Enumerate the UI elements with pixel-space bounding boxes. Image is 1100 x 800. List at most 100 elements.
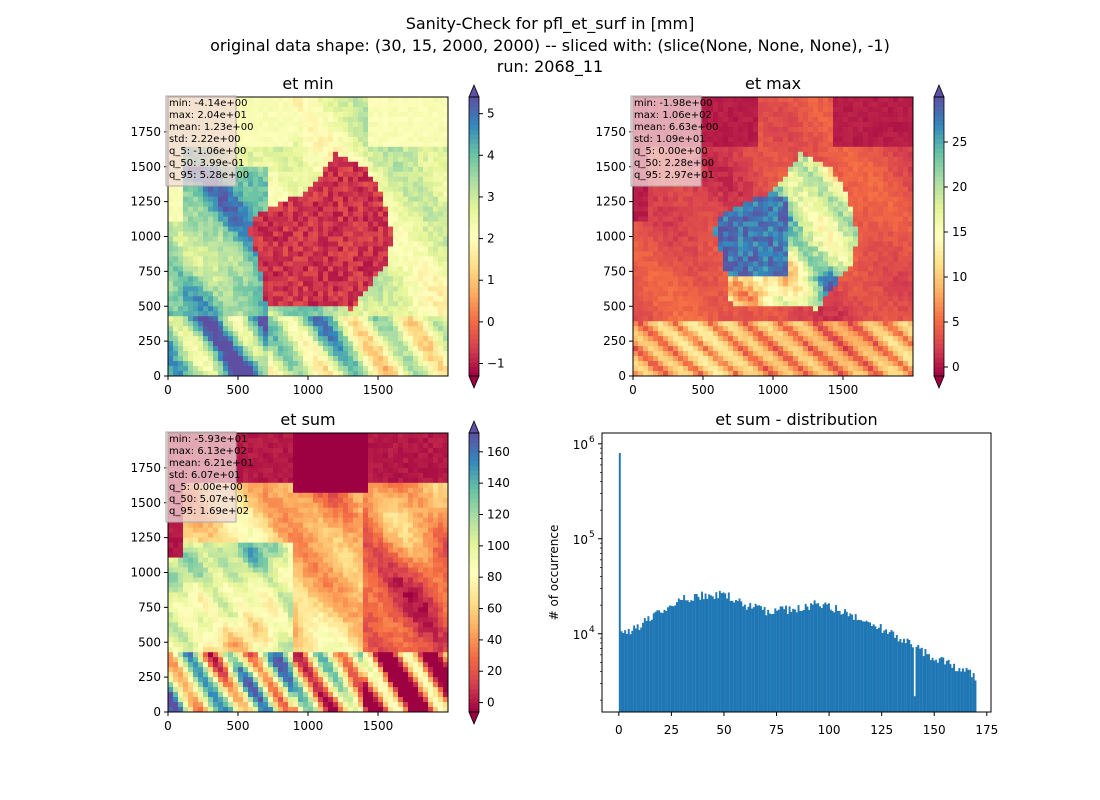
histogram-bar (774, 608, 777, 712)
histogram-bar (754, 603, 757, 712)
histogram-bar (815, 603, 818, 712)
x-tick-label: 0 (615, 723, 623, 737)
stats-line: q_95: 2.97e+01 (634, 170, 714, 181)
histogram-bar (738, 598, 741, 712)
histogram-bar (676, 602, 678, 712)
histogram-bar (845, 611, 848, 712)
histogram-bar (861, 621, 864, 712)
heatmap-cells (168, 433, 449, 713)
panel-title: et sum - distribution (715, 410, 877, 429)
histogram-bar (935, 659, 938, 712)
colorbar-extend-max (468, 419, 480, 434)
axes-frame (601, 432, 992, 713)
histogram-bar (654, 611, 657, 712)
histogram-bar (729, 600, 732, 712)
histogram-bar (806, 606, 809, 712)
colorbar-extend-min (468, 711, 480, 726)
histogram-bar (942, 657, 945, 712)
histogram-bar (638, 630, 641, 712)
histogram-bar (944, 664, 947, 712)
histogram-bar (886, 633, 889, 712)
histogram-bar (849, 613, 852, 712)
histogram-bar (720, 593, 723, 712)
histogram-bar (656, 610, 659, 712)
stats-line: min: -5.93e+01 (169, 434, 248, 445)
histogram-bar (856, 620, 859, 712)
histogram-bar (677, 598, 680, 712)
histogram-bar (863, 621, 866, 712)
y-tick-label: 10 (573, 533, 588, 547)
colorbar-extend-min (933, 375, 945, 390)
histogram-bar (885, 629, 888, 712)
histogram-bar (877, 627, 880, 712)
stats-line: q_50: 5.07e+01 (169, 494, 249, 505)
y-tick-label: 0 (618, 369, 626, 383)
y-tick-label: 250 (138, 334, 161, 348)
x-tick-label: 500 (227, 719, 250, 733)
histogram-bar (727, 592, 730, 712)
histogram-bar (949, 664, 952, 712)
histogram-bar (633, 625, 636, 712)
histogram-bar (697, 596, 700, 712)
histogram-bar (953, 663, 955, 712)
histogram-bar (702, 599, 705, 712)
histogram-bar (688, 602, 691, 712)
histogram-bar (747, 606, 750, 712)
histogram-bar (799, 610, 802, 712)
histogram-bar (836, 610, 839, 712)
histogram-bar (658, 610, 661, 712)
histogram-bar (661, 612, 664, 712)
histogram-bar (819, 606, 821, 712)
histogram-bar (690, 600, 693, 712)
histogram-bar (965, 667, 968, 712)
histogram-bar (835, 605, 838, 712)
colorbar-tick-label: −1 (487, 357, 505, 371)
colorbar-tick-label: 2 (487, 232, 495, 246)
histogram-bar (779, 606, 782, 712)
stats-line: q_50: 2.28e+00 (634, 158, 714, 169)
stats-line: std: 1.09e+01 (634, 134, 706, 145)
colorbar-tick-label: 20 (952, 180, 967, 194)
histogram-bar (913, 696, 916, 712)
histogram-bar (958, 668, 961, 712)
histogram-bar (772, 613, 775, 712)
histogram-bar (810, 603, 812, 712)
histogram-bar (899, 639, 902, 712)
histogram-bar (699, 599, 702, 712)
histogram-bar (686, 600, 689, 712)
histogram-bar (786, 613, 789, 712)
histogram-bar (865, 620, 868, 712)
histogram-bar (670, 605, 673, 712)
histogram-bar (647, 616, 650, 712)
histogram-bar (894, 637, 897, 712)
histogram-bar (974, 680, 977, 712)
stats-line: max: 2.04e+01 (169, 110, 247, 121)
y-tick-label: 10 (573, 628, 588, 642)
histogram-bar (936, 662, 939, 712)
histogram-bar (792, 608, 795, 712)
histogram-bar (931, 657, 934, 712)
histogram-bar (715, 592, 718, 712)
y-tick-label: 0 (153, 705, 161, 719)
histogram-bar (726, 598, 728, 712)
histogram-bar (847, 616, 850, 712)
y-tick-label: 1250 (130, 531, 161, 545)
stats-line: min: -4.14e+00 (169, 98, 248, 109)
histogram-bar (947, 659, 950, 712)
colorbar-tick-label: 5 (487, 107, 495, 121)
y-tick-exponent: 5 (589, 530, 595, 540)
y-tick-label: 0 (153, 369, 161, 383)
histogram-bar (681, 600, 684, 712)
colorbar-tick-label: 100 (487, 539, 510, 553)
x-tick-label: 75 (769, 723, 784, 737)
figure-title-line1: Sanity-Check for pfl_et_surf in [mm] (405, 14, 695, 33)
y-tick-label: 1500 (130, 160, 161, 174)
histogram-bar (883, 630, 886, 712)
histogram-bar (831, 610, 834, 712)
colorbar-extend-max (468, 83, 480, 98)
histogram-bar (852, 619, 855, 712)
x-tick-label: 0 (629, 383, 637, 397)
histogram-bar (790, 611, 793, 712)
panel-title: et sum (280, 410, 335, 429)
